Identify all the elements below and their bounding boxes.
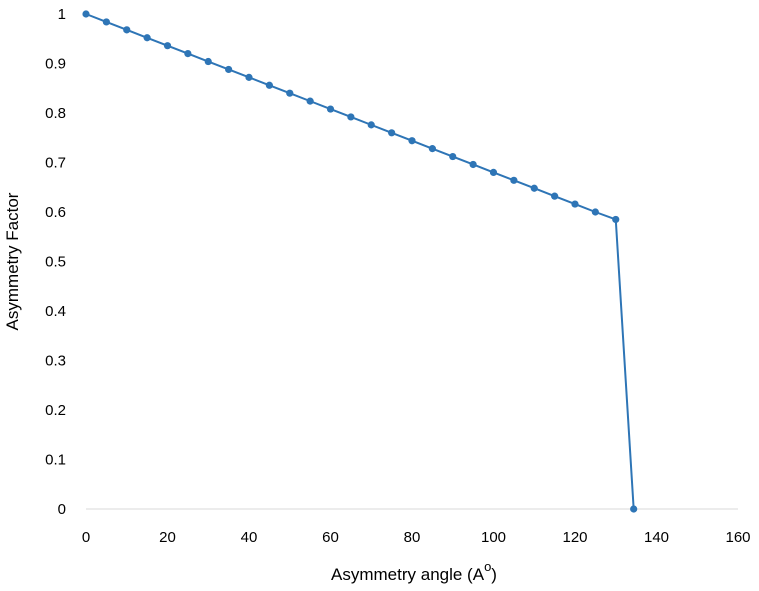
y-tick-label: 0.9 [45, 56, 66, 73]
data-point [82, 10, 90, 18]
y-tick-label: 0.1 [45, 452, 66, 469]
data-point [204, 57, 212, 66]
data-point [367, 121, 375, 129]
data-point [510, 176, 518, 184]
data-point [469, 160, 477, 169]
data-point [489, 168, 498, 176]
x-tick-label: 140 [644, 529, 669, 546]
data-point [630, 505, 638, 513]
data-point [530, 184, 538, 192]
data-point [225, 65, 233, 74]
y-tick-label: 0.7 [45, 155, 66, 172]
x-axis-title-suffix: ) [491, 565, 497, 584]
x-tick-label: 80 [404, 529, 421, 546]
data-point [306, 97, 314, 105]
x-tick-label: 60 [322, 529, 339, 546]
x-tick-labels: 0 20 40 60 80 100 120 140 160 [82, 529, 751, 546]
y-tick-label: 0.4 [45, 303, 66, 320]
x-tick-label: 160 [725, 529, 750, 546]
data-point [388, 129, 396, 137]
data-point [612, 215, 620, 224]
data-point [326, 105, 335, 113]
data-point [571, 200, 579, 208]
x-axis-title-superscript: o [484, 559, 491, 574]
data-point [143, 34, 151, 42]
y-tick-label: 1 [58, 6, 66, 23]
y-axis-title: Asymmetry Factor [3, 192, 22, 330]
data-point [265, 81, 273, 89]
data-point [245, 73, 253, 81]
series-line [85, 13, 635, 510]
x-tick-label: 20 [159, 529, 176, 546]
y-tick-label: 0.6 [45, 204, 66, 221]
data-point [102, 18, 110, 26]
data-point [428, 145, 436, 153]
y-tick-label: 0.3 [45, 353, 66, 370]
x-axis-title: Asymmetry angle (Ao) [331, 559, 497, 584]
data-point [551, 192, 559, 200]
data-point [449, 152, 457, 161]
y-tick-labels: 0 0.1 0.2 0.3 0.4 0.5 0.6 0.7 0.8 0.9 1 [45, 6, 66, 518]
x-axis-title-text: Asymmetry angle (A [331, 565, 485, 584]
x-tick-label: 100 [481, 529, 506, 546]
y-tick-label: 0 [58, 501, 66, 518]
x-tick-label: 120 [562, 529, 587, 546]
x-tick-label: 40 [241, 529, 258, 546]
y-tick-label: 0.8 [45, 105, 66, 122]
data-point [123, 26, 131, 34]
y-tick-label: 0.2 [45, 402, 66, 419]
data-point [163, 42, 172, 50]
data-point [286, 89, 294, 97]
y-tick-label: 0.5 [45, 254, 66, 271]
x-tick-label: 0 [82, 529, 90, 546]
data-point [347, 113, 355, 121]
data-point [184, 50, 192, 58]
data-point [408, 137, 416, 145]
series-group [82, 10, 638, 513]
data-point [591, 208, 599, 216]
